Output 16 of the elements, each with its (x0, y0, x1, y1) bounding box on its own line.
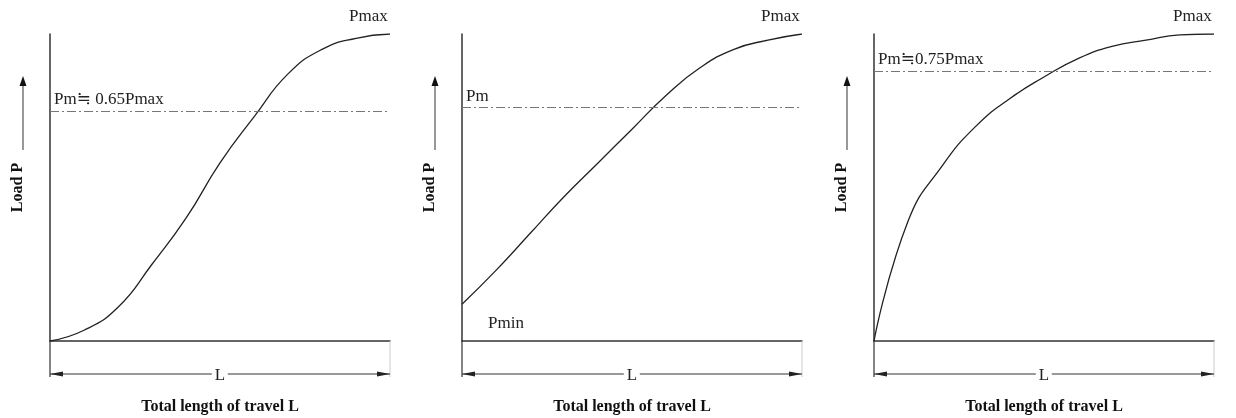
x-axis-title: Total length of travel L (965, 396, 1123, 415)
annotation: Pmin (488, 313, 524, 333)
ref-line-label: Pm≒ 0.65Pmax (54, 88, 165, 108)
ref-line-label: Pm≒0.75Pmax (878, 48, 984, 68)
text: L (623, 364, 641, 384)
text: L (1035, 364, 1053, 384)
y-axis-title: Load P (419, 162, 437, 213)
annotation: Pmax (349, 6, 388, 25)
ref-line-label: Pm (466, 85, 489, 105)
annotation: Pmax (761, 6, 800, 25)
x-axis-title: Total length of travel L (553, 396, 711, 415)
text: L (211, 364, 229, 384)
y-axis-title: Load P (7, 162, 25, 213)
x-axis-title: Total length of travel L (141, 396, 299, 415)
annotation: Pmax (1173, 6, 1212, 25)
y-axis-title: Load P (831, 162, 849, 213)
